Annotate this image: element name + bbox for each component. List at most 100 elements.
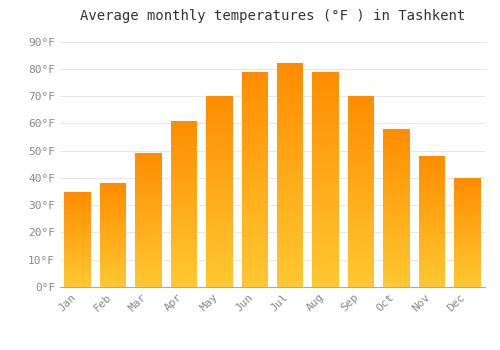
Bar bbox=[277, 115, 303, 117]
Bar bbox=[136, 195, 162, 196]
Bar bbox=[277, 108, 303, 110]
Bar bbox=[277, 104, 303, 106]
Bar bbox=[454, 210, 480, 211]
Bar bbox=[312, 169, 339, 171]
Bar bbox=[100, 200, 126, 201]
Bar bbox=[170, 172, 197, 174]
Bar bbox=[136, 222, 162, 223]
Bar bbox=[170, 247, 197, 249]
Bar bbox=[418, 184, 445, 185]
Bar bbox=[277, 180, 303, 182]
Bar bbox=[418, 253, 445, 254]
Bar bbox=[277, 282, 303, 285]
Bar bbox=[418, 224, 445, 225]
Bar bbox=[170, 254, 197, 256]
Bar bbox=[64, 230, 91, 231]
Bar bbox=[312, 125, 339, 128]
Bar bbox=[100, 215, 126, 216]
Bar bbox=[206, 253, 233, 254]
Bar bbox=[242, 123, 268, 125]
Bar bbox=[383, 145, 409, 146]
Bar bbox=[64, 223, 91, 224]
Bar bbox=[64, 286, 91, 287]
Bar bbox=[312, 233, 339, 235]
Bar bbox=[312, 278, 339, 281]
Bar bbox=[348, 272, 374, 274]
Bar bbox=[277, 117, 303, 119]
Bar bbox=[100, 268, 126, 270]
Bar bbox=[312, 158, 339, 160]
Bar bbox=[170, 201, 197, 202]
Bar bbox=[242, 259, 268, 261]
Bar bbox=[100, 225, 126, 226]
Bar bbox=[277, 146, 303, 148]
Bar bbox=[383, 235, 409, 236]
Bar bbox=[454, 212, 480, 213]
Bar bbox=[418, 212, 445, 214]
Bar bbox=[277, 139, 303, 142]
Bar bbox=[277, 175, 303, 177]
Bar bbox=[277, 262, 303, 265]
Bar bbox=[348, 215, 374, 216]
Bar bbox=[100, 230, 126, 231]
Bar bbox=[100, 196, 126, 197]
Bar bbox=[64, 263, 91, 264]
Bar bbox=[100, 264, 126, 265]
Bar bbox=[312, 220, 339, 222]
Bar bbox=[312, 265, 339, 268]
Bar bbox=[454, 285, 480, 286]
Bar bbox=[64, 265, 91, 266]
Bar bbox=[277, 191, 303, 193]
Bar bbox=[277, 280, 303, 282]
Bar bbox=[170, 121, 197, 287]
Bar bbox=[277, 63, 303, 287]
Bar bbox=[242, 74, 268, 76]
Bar bbox=[348, 186, 374, 188]
Bar bbox=[136, 244, 162, 246]
Bar bbox=[348, 209, 374, 211]
Bar bbox=[136, 272, 162, 274]
Bar bbox=[454, 262, 480, 263]
Bar bbox=[136, 187, 162, 188]
Bar bbox=[100, 228, 126, 229]
Bar bbox=[136, 153, 162, 155]
Bar bbox=[206, 218, 233, 220]
Bar bbox=[348, 110, 374, 111]
Bar bbox=[64, 237, 91, 238]
Bar bbox=[383, 149, 409, 151]
Bar bbox=[100, 222, 126, 223]
Bar bbox=[100, 199, 126, 200]
Bar bbox=[100, 252, 126, 253]
Bar bbox=[100, 283, 126, 284]
Bar bbox=[312, 188, 339, 190]
Bar bbox=[242, 121, 268, 123]
Bar bbox=[64, 242, 91, 243]
Bar bbox=[312, 95, 339, 97]
Bar bbox=[348, 195, 374, 197]
Bar bbox=[348, 188, 374, 190]
Bar bbox=[312, 104, 339, 106]
Bar bbox=[454, 241, 480, 242]
Bar bbox=[100, 216, 126, 217]
Bar bbox=[312, 108, 339, 110]
Bar bbox=[454, 224, 480, 225]
Bar bbox=[383, 281, 409, 282]
Bar bbox=[206, 138, 233, 140]
Bar bbox=[170, 129, 197, 131]
Bar bbox=[100, 265, 126, 266]
Bar bbox=[136, 199, 162, 200]
Bar bbox=[136, 191, 162, 192]
Bar bbox=[206, 195, 233, 197]
Bar bbox=[64, 243, 91, 244]
Bar bbox=[418, 245, 445, 246]
Bar bbox=[348, 226, 374, 228]
Bar bbox=[64, 210, 91, 211]
Bar bbox=[136, 270, 162, 271]
Bar bbox=[64, 260, 91, 261]
Bar bbox=[454, 211, 480, 212]
Bar bbox=[242, 166, 268, 169]
Bar bbox=[312, 91, 339, 93]
Bar bbox=[206, 236, 233, 237]
Bar bbox=[100, 217, 126, 218]
Bar bbox=[64, 203, 91, 204]
